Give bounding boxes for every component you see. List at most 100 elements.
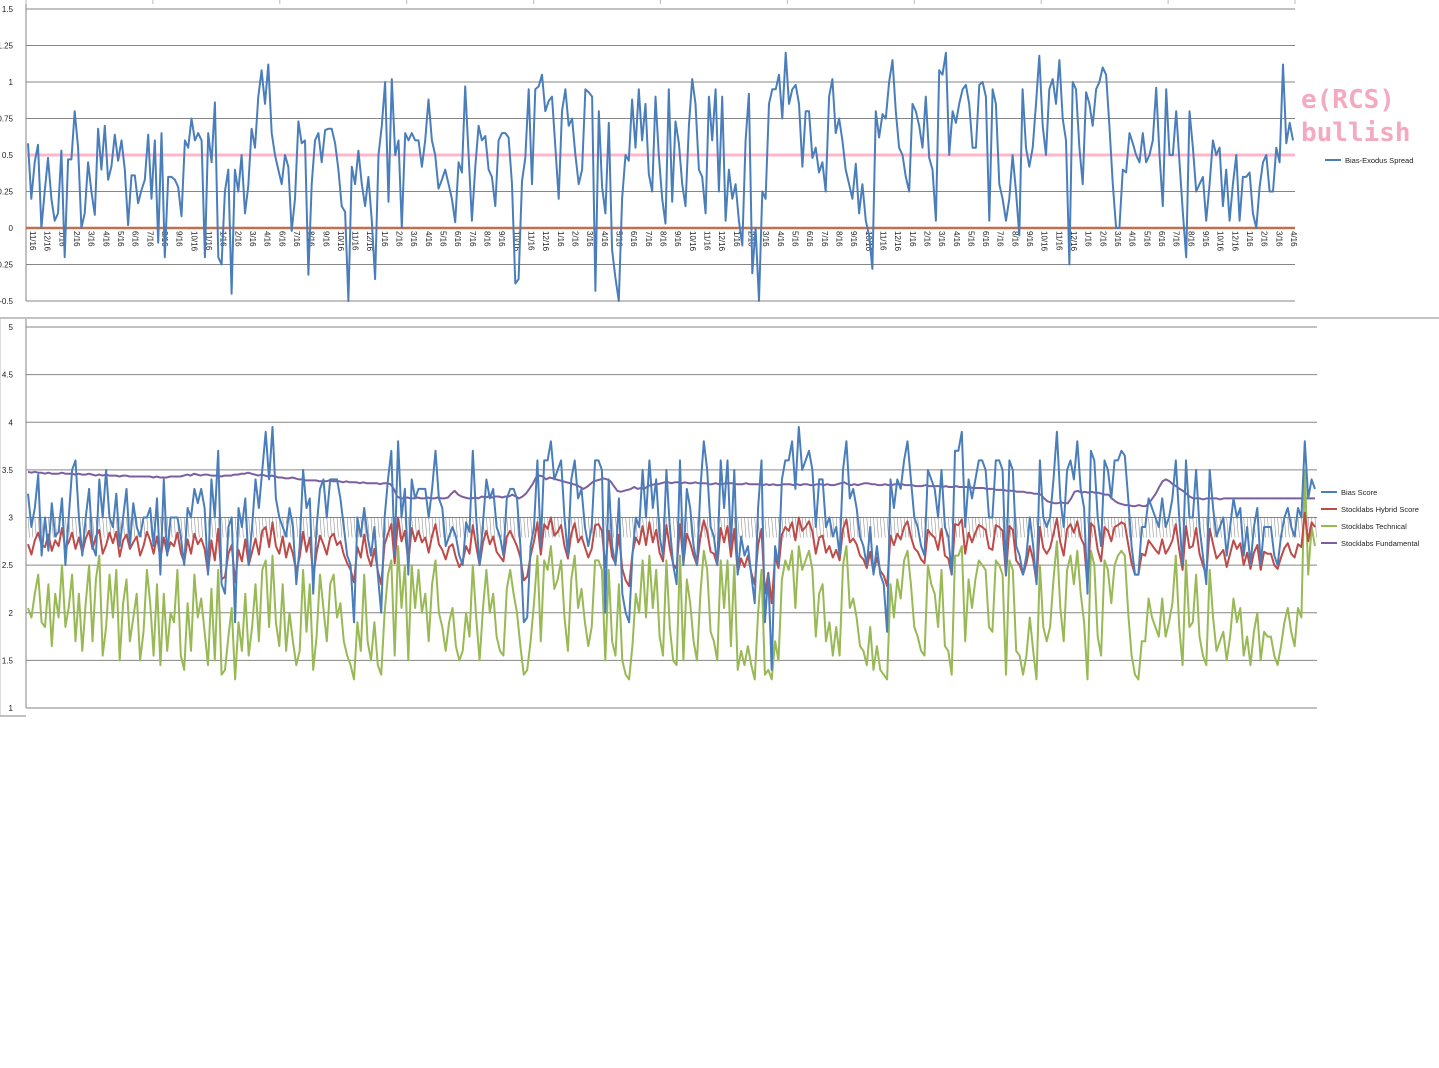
x-tick-label: 4/16 xyxy=(952,231,961,247)
x-tick-label xyxy=(628,517,631,538)
x-tick-label xyxy=(513,517,516,538)
x-tick-label xyxy=(1049,517,1052,538)
x-tick-label: 4/16 xyxy=(101,231,110,247)
x-tick-label xyxy=(319,517,322,538)
x-tick-label xyxy=(873,517,876,538)
x-tick-label: 6/16 xyxy=(277,231,286,247)
x-tick-label: 11/16 xyxy=(703,231,712,251)
series-line-stocklabs-fundamental xyxy=(27,470,1315,508)
x-tick-label xyxy=(856,517,859,538)
x-tick-label: 10/16 xyxy=(512,231,521,252)
x-tick-label xyxy=(329,517,332,538)
x-tick-label xyxy=(465,517,468,538)
x-tick-label xyxy=(353,517,356,538)
x-tick-label xyxy=(971,517,974,538)
x-tick-label xyxy=(350,517,353,538)
x-tick-label: 12/16 xyxy=(43,231,52,252)
y-tick-label: 4 xyxy=(9,418,14,427)
x-tick-label: 5/16 xyxy=(116,231,125,247)
x-tick-label xyxy=(34,517,37,538)
x-tick-label xyxy=(306,517,309,538)
x-tick-label xyxy=(764,517,767,538)
x-tick-label: 4/16 xyxy=(600,231,609,247)
x-tick-label: 3/16 xyxy=(937,231,946,247)
x-tick-label xyxy=(581,517,584,538)
x-tick-label: 2/16 xyxy=(233,231,242,247)
series-line-bias-exodus-spread xyxy=(27,51,1294,302)
x-tick-label xyxy=(438,517,441,538)
x-tick-label xyxy=(1060,517,1063,538)
x-tick-label: 8/16 xyxy=(1010,231,1019,247)
legend: Bias Score Stocklabs Hybrid Score Stocklab… xyxy=(1321,488,1420,548)
x-tick-label: 10/16 xyxy=(1040,231,1049,252)
x-tick-label xyxy=(289,517,292,538)
x-tick-label xyxy=(859,517,862,538)
x-tick-label xyxy=(459,517,462,538)
x-tick-label xyxy=(577,517,580,538)
x-tick-label: 12/16 xyxy=(717,231,726,252)
bias-exodus-spread-chart: -0.5 -0.25 0 0.25 0.5 0.75 1 1.25 1.5 11/16 12/16 1… xyxy=(0,0,1439,319)
legend-label: Stocklabs Technical xyxy=(1341,522,1407,531)
annotation-line-1: e(RCS) xyxy=(1301,85,1395,115)
x-tick-label: 9/16 xyxy=(497,231,506,247)
x-tick-label xyxy=(340,517,343,538)
x-tick-label: 10/16 xyxy=(189,231,198,252)
x-tick-label xyxy=(1161,517,1164,538)
x-tick-label: 8/16 xyxy=(1186,231,1195,247)
x-tick-label xyxy=(133,517,136,538)
x-tick-label xyxy=(173,517,176,538)
x-tick-label xyxy=(187,517,190,538)
x-tick-label xyxy=(995,517,998,538)
x-tick-label: 5/16 xyxy=(791,231,800,247)
x-tick-label xyxy=(51,517,54,538)
x-tick-label xyxy=(571,517,574,538)
x-tick-label xyxy=(852,517,855,538)
x-tick-label xyxy=(526,517,529,538)
x-tick-label xyxy=(975,517,978,538)
x-tick-label: 4/16 xyxy=(424,231,433,247)
x-tick-label xyxy=(1138,517,1141,538)
x-tick-label xyxy=(387,517,390,538)
y-tick-label: 0.5 xyxy=(2,151,14,160)
x-tick-label: 3/16 xyxy=(585,231,594,247)
x-tick-label xyxy=(747,517,750,538)
x-tick-label: 7/16 xyxy=(996,231,1005,247)
x-tick-label xyxy=(190,517,193,538)
x-tick-label: 8/16 xyxy=(835,231,844,247)
x-tick-label: 9/16 xyxy=(1201,231,1210,247)
x-tick-label: 6/16 xyxy=(1157,231,1166,247)
x-tick-label: 4/16 xyxy=(1289,231,1298,247)
x-tick-label xyxy=(1274,517,1277,538)
y-tick-label: 2 xyxy=(9,609,14,618)
x-tick-label: 6/16 xyxy=(453,231,462,247)
x-tick-label xyxy=(1236,517,1239,538)
x-tick-label xyxy=(927,517,930,538)
annotation-line-2: bullish xyxy=(1301,118,1411,148)
x-tick-label: 9/16 xyxy=(175,231,184,247)
x-tick-label xyxy=(462,517,465,538)
x-tick-label xyxy=(1202,517,1205,538)
x-tick-label: 9/16 xyxy=(321,231,330,247)
x-tick-label: 3/16 xyxy=(409,231,418,247)
x-tick-label: 10/16 xyxy=(336,231,345,252)
y-tick-label: 1.25 xyxy=(0,42,14,51)
y-tick-label: 2.5 xyxy=(2,561,14,570)
x-tick-label: 1/16 xyxy=(732,231,741,247)
x-tick-label: 7/16 xyxy=(145,231,154,247)
y-tick-label: 0.25 xyxy=(0,188,14,197)
x-tick-label xyxy=(1168,517,1171,538)
x-tick-label: 1/16 xyxy=(380,231,389,247)
x-tick-label xyxy=(102,517,105,538)
x-tick-label xyxy=(1032,517,1035,538)
x-tick-label xyxy=(686,517,689,538)
x-tick-label: 1/16 xyxy=(908,231,917,247)
x-tick-label: 11/16 xyxy=(351,231,360,251)
x-tick-label xyxy=(622,517,625,538)
x-tick-label xyxy=(1148,517,1151,538)
x-tick-label: 1/16 xyxy=(556,231,565,247)
x-tick-label: 10/16 xyxy=(1216,231,1225,252)
x-tick-label xyxy=(105,517,108,538)
x-tick-label xyxy=(234,517,237,538)
x-tick-label: 2/16 xyxy=(72,231,81,247)
